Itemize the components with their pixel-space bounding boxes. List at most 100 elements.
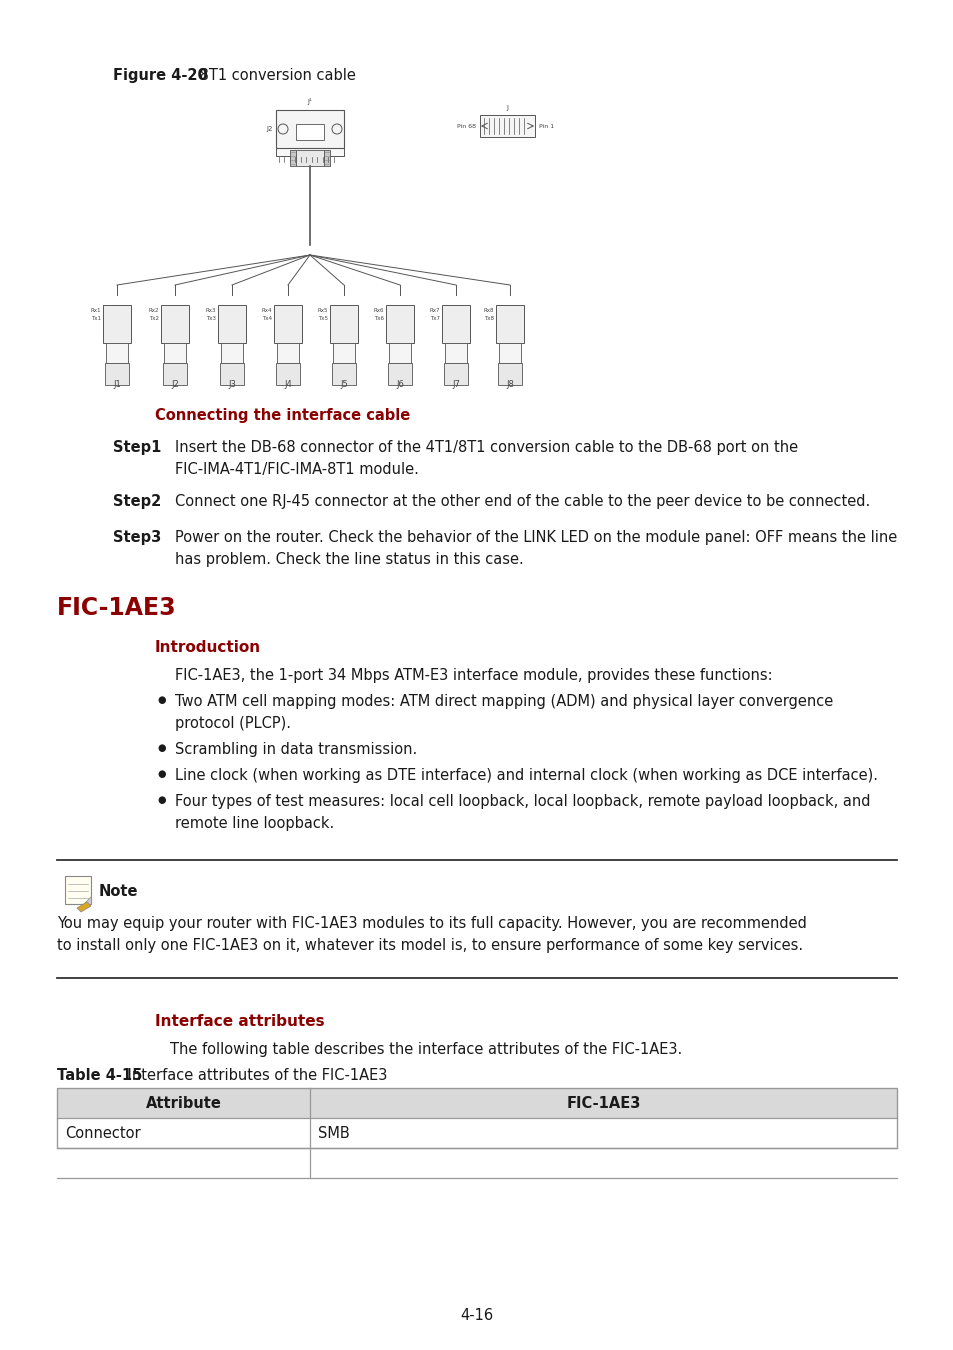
FancyBboxPatch shape: [295, 150, 324, 166]
FancyBboxPatch shape: [275, 148, 344, 157]
Text: Note: Note: [99, 884, 138, 899]
FancyBboxPatch shape: [388, 363, 412, 385]
Text: has problem. Check the line status in this case.: has problem. Check the line status in th…: [174, 552, 523, 567]
FancyBboxPatch shape: [441, 305, 470, 343]
Text: 4-16: 4-16: [460, 1308, 493, 1323]
FancyBboxPatch shape: [443, 363, 468, 385]
Text: J1: J1: [113, 379, 121, 389]
Text: Pin 1: Pin 1: [538, 123, 554, 128]
Text: ●: ●: [157, 795, 165, 805]
Text: Scrambling in data transmission.: Scrambling in data transmission.: [174, 743, 416, 757]
FancyBboxPatch shape: [105, 363, 129, 385]
Text: remote line loopback.: remote line loopback.: [174, 815, 334, 832]
FancyBboxPatch shape: [333, 343, 355, 363]
Text: Pin 68: Pin 68: [456, 123, 476, 128]
Text: Step3: Step3: [112, 531, 161, 545]
FancyBboxPatch shape: [161, 305, 189, 343]
Text: J4: J4: [284, 379, 292, 389]
Text: Tx2: Tx2: [149, 316, 159, 320]
Text: protocol (PLCP).: protocol (PLCP).: [174, 716, 291, 730]
Text: Tx6: Tx6: [374, 316, 384, 320]
Text: ●: ●: [157, 743, 165, 753]
FancyBboxPatch shape: [103, 305, 131, 343]
FancyBboxPatch shape: [163, 363, 187, 385]
Text: Line clock (when working as DTE interface) and internal clock (when working as D: Line clock (when working as DTE interfac…: [174, 768, 877, 783]
FancyBboxPatch shape: [479, 115, 535, 136]
Text: Rx7: Rx7: [429, 308, 439, 312]
Text: FIC-1AE3, the 1-port 34 Mbps ATM-E3 interface module, provides these functions:: FIC-1AE3, the 1-port 34 Mbps ATM-E3 inte…: [174, 668, 772, 683]
FancyBboxPatch shape: [395, 305, 405, 317]
Text: Tx5: Tx5: [317, 316, 328, 320]
Text: J: J: [505, 105, 507, 111]
Text: Tx7: Tx7: [430, 316, 439, 320]
Text: Connect one RJ-45 connector at the other end of the cable to the peer device to : Connect one RJ-45 connector at the other…: [174, 494, 869, 509]
FancyBboxPatch shape: [57, 1088, 896, 1118]
Text: J2: J2: [171, 379, 178, 389]
FancyBboxPatch shape: [496, 305, 523, 343]
Text: Table 4-15: Table 4-15: [57, 1068, 142, 1083]
Text: Insert the DB-68 connector of the 4T1/8T1 conversion cable to the DB-68 port on : Insert the DB-68 connector of the 4T1/8T…: [174, 440, 798, 455]
Text: 8T1 conversion cable: 8T1 conversion cable: [194, 68, 355, 82]
FancyBboxPatch shape: [290, 150, 295, 166]
Text: Attribute: Attribute: [146, 1095, 221, 1111]
FancyBboxPatch shape: [218, 305, 246, 343]
FancyBboxPatch shape: [498, 343, 520, 363]
Text: J7: J7: [452, 379, 459, 389]
Text: Tx3: Tx3: [206, 316, 215, 320]
FancyBboxPatch shape: [444, 343, 467, 363]
Text: Rx8: Rx8: [483, 308, 494, 312]
Text: Step2: Step2: [112, 494, 161, 509]
Text: Rx3: Rx3: [205, 308, 215, 312]
FancyBboxPatch shape: [332, 363, 355, 385]
FancyBboxPatch shape: [170, 305, 180, 317]
FancyBboxPatch shape: [338, 305, 349, 317]
Text: Power on the router. Check the behavior of the LINK LED on the module panel: OFF: Power on the router. Check the behavior …: [174, 531, 897, 545]
FancyBboxPatch shape: [221, 343, 243, 363]
Text: Interface attributes: Interface attributes: [154, 1014, 324, 1029]
Text: Step1: Step1: [112, 440, 161, 455]
Text: Four types of test measures: local cell loopback, local loopback, remote payload: Four types of test measures: local cell …: [174, 794, 869, 809]
Text: Connector: Connector: [65, 1126, 140, 1141]
FancyBboxPatch shape: [220, 363, 244, 385]
FancyBboxPatch shape: [295, 124, 324, 140]
FancyBboxPatch shape: [389, 343, 411, 363]
FancyBboxPatch shape: [274, 305, 302, 343]
FancyBboxPatch shape: [504, 305, 515, 317]
Text: ●: ●: [157, 769, 165, 779]
Text: Figure 4-20: Figure 4-20: [112, 68, 208, 82]
FancyBboxPatch shape: [275, 109, 344, 148]
Text: Connecting the interface cable: Connecting the interface cable: [154, 408, 410, 423]
FancyBboxPatch shape: [330, 305, 357, 343]
Text: FIC-IMA-4T1/FIC-IMA-8T1 module.: FIC-IMA-4T1/FIC-IMA-8T1 module.: [174, 462, 418, 477]
FancyBboxPatch shape: [497, 363, 521, 385]
Text: Rx6: Rx6: [374, 308, 384, 312]
FancyBboxPatch shape: [324, 150, 330, 166]
Text: Two ATM cell mapping modes: ATM direct mapping (ADM) and physical layer converge: Two ATM cell mapping modes: ATM direct m…: [174, 694, 832, 709]
Text: Rx2: Rx2: [149, 308, 159, 312]
Text: Tx4: Tx4: [262, 316, 272, 320]
FancyBboxPatch shape: [65, 876, 91, 904]
FancyBboxPatch shape: [283, 305, 293, 317]
Text: You may equip your router with FIC-1AE3 modules to its full capacity. However, y: You may equip your router with FIC-1AE3 …: [57, 917, 806, 932]
FancyBboxPatch shape: [164, 343, 186, 363]
Text: FIC-1AE3: FIC-1AE3: [57, 595, 176, 620]
FancyBboxPatch shape: [275, 363, 299, 385]
FancyBboxPatch shape: [386, 305, 414, 343]
Text: J2: J2: [266, 126, 273, 132]
FancyBboxPatch shape: [227, 305, 236, 317]
Text: SMB: SMB: [317, 1126, 350, 1141]
Text: Tx1: Tx1: [91, 316, 101, 320]
Text: Rx4: Rx4: [261, 308, 272, 312]
Text: J5: J5: [340, 379, 348, 389]
Text: Tx8: Tx8: [483, 316, 494, 320]
Text: J3: J3: [228, 379, 235, 389]
FancyBboxPatch shape: [112, 305, 122, 317]
Text: Rx1: Rx1: [91, 308, 101, 312]
Text: Interface attributes of the FIC-1AE3: Interface attributes of the FIC-1AE3: [123, 1068, 387, 1083]
Text: Rx5: Rx5: [317, 308, 328, 312]
FancyBboxPatch shape: [451, 305, 460, 317]
Text: J8: J8: [505, 379, 514, 389]
Polygon shape: [83, 896, 91, 905]
Text: ●: ●: [157, 695, 165, 705]
Text: The following table describes the interface attributes of the FIC-1AE3.: The following table describes the interf…: [170, 1042, 681, 1057]
